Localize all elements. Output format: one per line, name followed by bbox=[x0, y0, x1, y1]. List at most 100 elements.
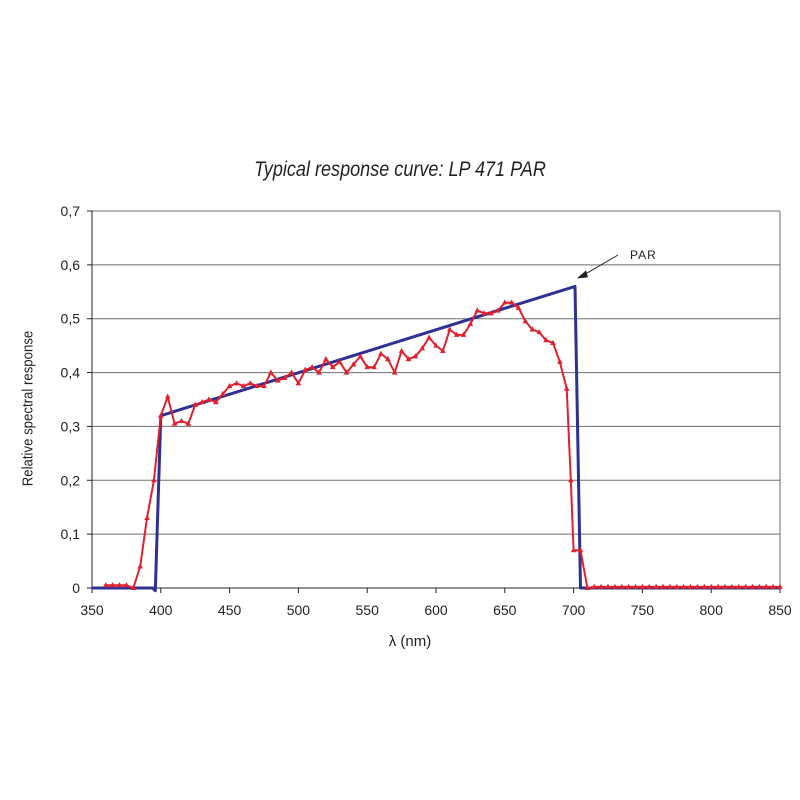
triangle-marker-icon bbox=[288, 369, 295, 375]
triangle-marker-icon bbox=[137, 563, 143, 569]
chart-title: Typical response curve: LP 471 PAR bbox=[254, 158, 546, 181]
triangle-marker-icon bbox=[756, 583, 763, 589]
triangle-marker-icon bbox=[426, 334, 432, 340]
triangle-marker-icon bbox=[474, 307, 481, 313]
triangle-marker-icon bbox=[777, 583, 783, 589]
triangle-marker-icon bbox=[674, 583, 680, 589]
triangle-marker-icon bbox=[123, 582, 130, 588]
triangle-marker-icon bbox=[281, 374, 288, 380]
triangle-marker-icon bbox=[722, 583, 728, 589]
triangle-marker-icon bbox=[371, 363, 377, 370]
x-axis-label: λ (nm) bbox=[388, 633, 432, 650]
triangle-marker-icon bbox=[274, 377, 281, 383]
x-tick-label: 550 bbox=[356, 602, 380, 618]
triangle-marker-icon bbox=[158, 412, 164, 418]
triangle-marker-icon bbox=[440, 347, 446, 354]
triangle-marker-icon bbox=[667, 583, 673, 589]
triangle-marker-icon bbox=[563, 385, 570, 391]
triangle-marker-icon bbox=[343, 369, 350, 375]
y-tick-label: 0,2 bbox=[61, 472, 81, 488]
triangle-marker-icon bbox=[171, 420, 178, 426]
triangle-marker-icon bbox=[192, 401, 198, 407]
triangle-marker-icon bbox=[625, 583, 632, 589]
triangle-marker-icon bbox=[405, 355, 412, 362]
triangle-marker-icon bbox=[433, 342, 439, 348]
y-tick-label: 0,7 bbox=[61, 203, 81, 219]
triangle-marker-icon bbox=[708, 583, 714, 589]
triangle-marker-icon bbox=[605, 583, 611, 589]
triangle-marker-icon bbox=[612, 583, 618, 589]
y-tick-label: 0,4 bbox=[61, 365, 81, 381]
triangle-marker-icon bbox=[729, 583, 735, 589]
x-tick-label: 750 bbox=[631, 602, 655, 618]
x-tick-label: 450 bbox=[218, 602, 242, 618]
data-series bbox=[92, 284, 783, 593]
triangle-marker-icon bbox=[687, 583, 694, 589]
par-ideal-line bbox=[92, 284, 780, 593]
triangle-marker-icon bbox=[336, 358, 343, 364]
x-tick-label: 850 bbox=[768, 602, 792, 618]
triangle-marker-icon bbox=[391, 369, 398, 375]
triangle-marker-icon bbox=[632, 583, 639, 589]
triangle-marker-icon bbox=[467, 320, 474, 327]
triangle-marker-icon bbox=[715, 583, 721, 589]
triangle-marker-icon bbox=[680, 583, 687, 589]
x-tick-label: 800 bbox=[700, 602, 724, 618]
triangle-marker-icon bbox=[584, 584, 591, 590]
triangle-marker-icon bbox=[749, 583, 756, 589]
triangle-marker-icon bbox=[515, 304, 522, 310]
triangle-marker-icon bbox=[309, 363, 315, 370]
arrow-head-icon bbox=[576, 270, 588, 279]
triangle-marker-icon bbox=[302, 366, 309, 372]
triangle-marker-icon bbox=[164, 393, 171, 399]
triangle-marker-icon bbox=[330, 363, 336, 370]
triangle-marker-icon bbox=[502, 299, 508, 305]
annotation-arrow-line bbox=[582, 254, 619, 276]
axes: 0 0,1 0,2 0,3 0,4 0,5 0,6 0,7 350 400 450 500 550 600… bbox=[61, 203, 792, 618]
triangle-marker-icon bbox=[226, 382, 233, 389]
triangle-marker-icon bbox=[323, 355, 329, 362]
triangle-marker-icon bbox=[570, 547, 577, 553]
triangle-marker-icon bbox=[460, 331, 467, 337]
triangle-marker-icon bbox=[116, 582, 123, 588]
triangle-marker-icon bbox=[268, 369, 274, 375]
triangle-marker-icon bbox=[247, 380, 254, 386]
triangle-marker-icon bbox=[557, 358, 563, 364]
measured-response-line bbox=[105, 301, 780, 589]
triangle-marker-icon bbox=[219, 390, 226, 397]
triangle-marker-icon bbox=[591, 583, 598, 589]
triangle-marker-icon bbox=[488, 310, 494, 316]
x-tick-label: 700 bbox=[562, 602, 586, 618]
triangle-marker-icon bbox=[568, 477, 574, 483]
triangle-marker-icon bbox=[529, 326, 536, 332]
triangle-marker-icon bbox=[735, 583, 742, 589]
triangle-marker-icon bbox=[398, 347, 405, 354]
triangle-marker-icon bbox=[261, 382, 267, 389]
triangle-marker-icon bbox=[185, 420, 192, 426]
y-tick-label: 0,5 bbox=[61, 311, 81, 327]
triangle-marker-icon bbox=[240, 382, 247, 389]
triangle-marker-icon bbox=[199, 398, 205, 405]
triangle-marker-icon bbox=[151, 477, 157, 483]
triangle-marker-icon bbox=[233, 380, 240, 386]
triangle-marker-icon bbox=[109, 582, 116, 588]
x-tick-label: 600 bbox=[424, 602, 448, 618]
triangle-marker-icon bbox=[550, 339, 556, 345]
x-tick-label: 350 bbox=[80, 602, 104, 618]
triangle-marker-icon bbox=[295, 380, 302, 386]
annotations: PAR bbox=[576, 248, 656, 279]
y-tick-label: 0,6 bbox=[61, 257, 81, 273]
triangle-marker-icon bbox=[763, 583, 770, 589]
y-tick-label: 0,3 bbox=[61, 418, 81, 434]
triangle-marker-icon bbox=[350, 361, 357, 367]
triangle-marker-icon bbox=[543, 337, 549, 343]
triangle-marker-icon bbox=[770, 583, 776, 589]
triangle-marker-icon bbox=[598, 583, 604, 589]
triangle-marker-icon bbox=[694, 583, 701, 589]
triangle-marker-icon bbox=[618, 583, 625, 589]
triangle-marker-icon bbox=[357, 353, 364, 359]
triangle-marker-icon bbox=[206, 396, 212, 402]
gridlines bbox=[92, 210, 780, 535]
triangle-marker-icon bbox=[495, 307, 501, 313]
